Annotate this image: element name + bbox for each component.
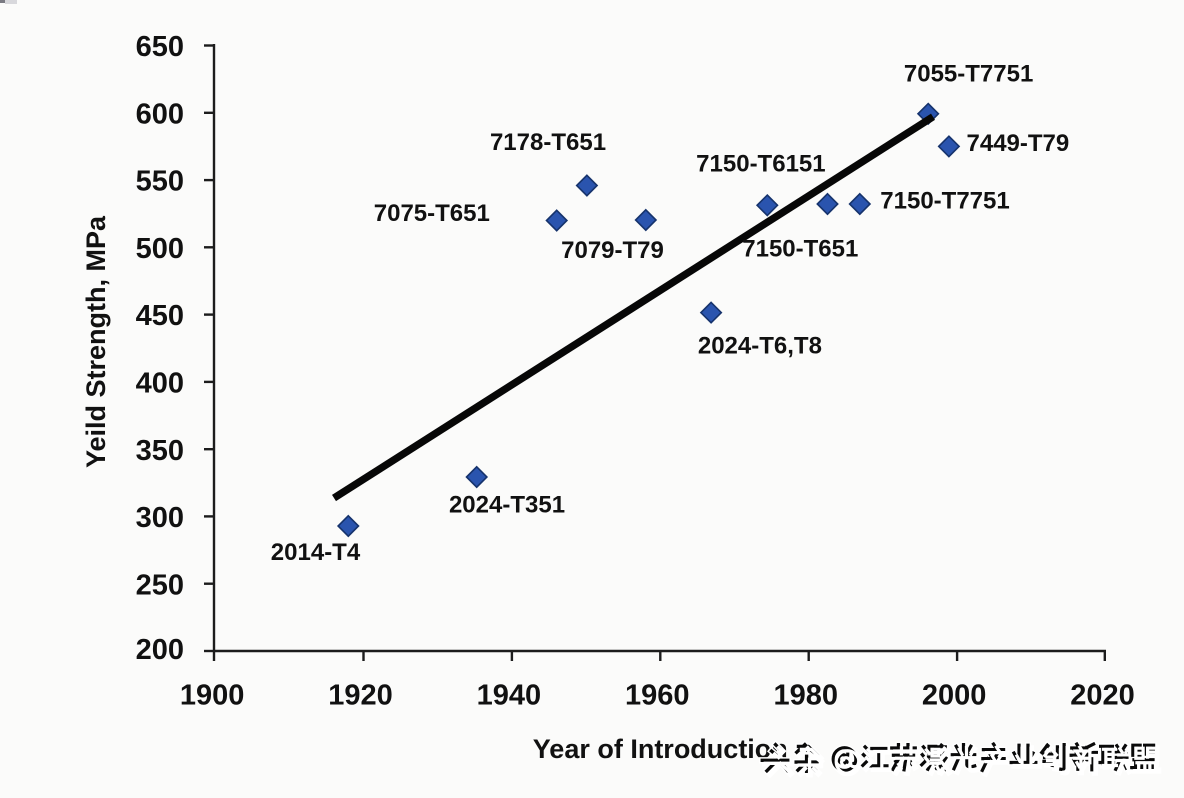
svg-text:550: 550 (136, 166, 184, 198)
svg-text:1980: 1980 (773, 680, 838, 712)
svg-text:500: 500 (136, 233, 184, 265)
svg-text:2014-T4: 2014-T4 (271, 539, 361, 566)
svg-text:2020: 2020 (1070, 680, 1135, 712)
svg-text:1900: 1900 (180, 680, 245, 712)
svg-text:300: 300 (136, 502, 184, 534)
svg-text:7055-T7751: 7055-T7751 (904, 61, 1033, 88)
svg-text:7150-T6151: 7150-T6151 (696, 150, 825, 177)
svg-text:250: 250 (136, 569, 184, 601)
svg-text:Yeild Strength, MPa: Yeild Strength, MPa (81, 215, 111, 468)
svg-text:600: 600 (136, 98, 184, 130)
svg-text:Year of Introduction: Year of Introduction (533, 734, 788, 764)
svg-text:350: 350 (136, 435, 184, 467)
svg-text:2000: 2000 (922, 680, 987, 712)
svg-text:400: 400 (136, 368, 184, 400)
svg-text:7079-T79: 7079-T79 (561, 237, 664, 264)
svg-text:1960: 1960 (625, 680, 690, 712)
svg-text:450: 450 (136, 300, 184, 332)
svg-text:2024-T6,T8: 2024-T6,T8 (698, 332, 822, 359)
svg-text:7178-T651: 7178-T651 (490, 129, 606, 156)
svg-text:7075-T651: 7075-T651 (374, 200, 490, 227)
svg-text:7150-T651: 7150-T651 (742, 236, 858, 263)
svg-text:200: 200 (136, 634, 184, 666)
svg-text:1940: 1940 (477, 680, 542, 712)
svg-text:2024-T351: 2024-T351 (449, 492, 565, 519)
svg-text:650: 650 (136, 31, 184, 63)
svg-text:7449-T79: 7449-T79 (967, 130, 1070, 157)
svg-text:7150-T7751: 7150-T7751 (880, 187, 1009, 214)
svg-text:1920: 1920 (328, 680, 393, 712)
